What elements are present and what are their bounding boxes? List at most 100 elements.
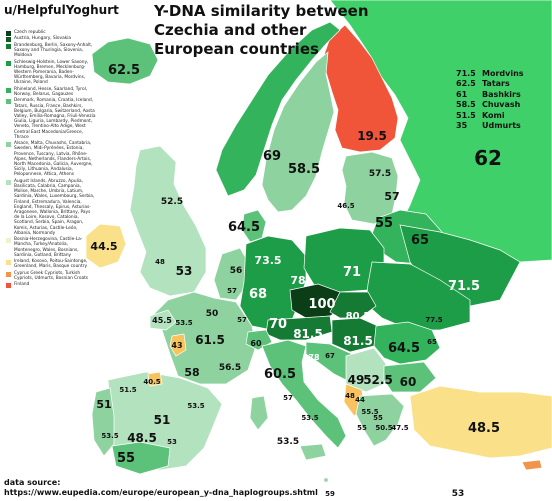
value-scotland: 52.5 xyxy=(161,197,183,207)
value-brittany: 45.5 xyxy=(152,316,172,325)
ethnic-group-value: 51.5 xyxy=(456,110,476,120)
region-romania xyxy=(373,321,441,365)
legend-label: Bosnia-Herzegovina, Castile-La-Mancha, T… xyxy=(14,237,83,258)
region-britain xyxy=(129,145,207,297)
value-slovenia: 78 xyxy=(308,353,320,362)
legend-label: Brandenburg, Berlin, Saxony-Anhalt, Saxo… xyxy=(14,42,93,59)
value-netherlands: 56 xyxy=(230,266,243,276)
value-greece-south: 50.5 xyxy=(375,424,392,432)
ethnic-group-row: 58.5 Chuvash xyxy=(456,100,546,110)
value-austria: 81.5 xyxy=(293,327,323,341)
legend-label: August Islands, Abruzzo, Apulia, Basilic… xyxy=(14,178,95,236)
value-small-2: 55 xyxy=(357,424,367,432)
value-serbia: 52.5 xyxy=(363,373,393,387)
map-title: Y-DNA similarity between Czechia and oth… xyxy=(154,2,369,59)
legend-swatch xyxy=(6,260,11,266)
legend-item: Schleswig-Holstein, Lower Saxony, Hambur… xyxy=(6,60,96,86)
region-norway xyxy=(215,21,341,197)
value-iceland: 62.5 xyxy=(108,63,140,78)
region-ireland xyxy=(85,223,127,269)
legend: Czech republic Austria, Hungary, Slovakia… xyxy=(6,30,96,289)
legend-label: Czech republic xyxy=(14,30,46,35)
region-benelux xyxy=(213,247,249,301)
legend-item: August Islands, Abruzzo, Apulia, Basilic… xyxy=(6,179,96,236)
value-greece-north: 55 xyxy=(373,414,383,422)
ethnic-group-row: 35 Udmurts xyxy=(456,121,546,131)
value-bosnia: 49 xyxy=(348,373,365,387)
ethnic-group-name: Mordvins xyxy=(482,69,524,78)
legend-label: Rhineland, Hesse, Saarland, Tyrol, Norwa… xyxy=(14,86,88,97)
region-baltics xyxy=(341,151,399,225)
ethnic-group-name: Udmurts xyxy=(482,121,521,131)
value-czechia: 100 xyxy=(308,297,335,312)
region-finland xyxy=(323,24,399,153)
value-west-germany: 68 xyxy=(249,287,267,302)
value-loire: 53.5 xyxy=(175,319,192,327)
value-estonia: 57.5 xyxy=(369,169,391,179)
value-basque: 40.5 xyxy=(143,378,160,386)
value-alsace: 57 xyxy=(237,316,247,324)
source-label: data source: xyxy=(4,478,61,487)
value-north-germany: 73.5 xyxy=(254,254,281,267)
ethnic-group-row: 62.5 Tatars xyxy=(456,79,546,89)
legend-label: Schleswig-Holstein, Lower Saxony, Hambur… xyxy=(14,59,89,86)
legend-item: Brandenburg, Berlin, Saxony-Anhalt, Saxo… xyxy=(6,43,96,59)
value-macedonia: 55.5 xyxy=(361,408,378,416)
legend-item: Bosnia-Herzegovina, Castile-La-Mancha, T… xyxy=(6,237,96,258)
value-albania: 48 xyxy=(345,392,355,400)
data-source: data source: https://www.eupedia.com/eur… xyxy=(4,478,318,498)
value-sicily: 53.5 xyxy=(301,414,318,422)
ethnic-group-name: Tatars xyxy=(482,79,510,89)
legend-label: Alsace, Malta, Chuvashs, Cantabria, Swed… xyxy=(14,141,93,178)
ethnic-group-value: 61 xyxy=(456,89,468,99)
legend-swatch xyxy=(6,99,11,105)
region-turkey xyxy=(409,385,552,459)
value-small-1: 46.5 xyxy=(337,202,354,210)
legend-item: Rhineland, Hesse, Saarland, Tyrol, Norwa… xyxy=(6,87,96,97)
ethnic-group-name: Komi xyxy=(482,110,505,120)
value-latvia: 57 xyxy=(384,190,399,203)
source-url: https://www.eupedia.com/europe/european_… xyxy=(4,488,318,497)
title-line-1: Y-DNA similarity between xyxy=(154,2,369,20)
ethnic-group-name: Bashkirs xyxy=(482,89,521,99)
legend-label: Finland xyxy=(14,282,30,288)
value-malta: 59 xyxy=(325,490,335,498)
legend-label: Ireland, Kosovo, Poitou-Saintonge, Green… xyxy=(14,259,88,270)
region-sicily xyxy=(299,443,327,461)
region-sweden xyxy=(261,51,335,213)
legend-swatch xyxy=(6,142,11,148)
legend-swatch xyxy=(6,43,11,49)
region-cyprus xyxy=(521,459,543,471)
value-belarus: 65 xyxy=(411,233,429,248)
legend-label: Austria, Hungary, Slovakia xyxy=(14,36,72,42)
ethnic-group-row: 61 Bashkirs xyxy=(456,90,546,100)
value-aquitaine: 58 xyxy=(184,366,199,379)
legend-label: Denmark, Romania, Croatia, Iceland, Tata… xyxy=(14,98,96,140)
region-basque xyxy=(147,371,163,387)
region-france xyxy=(153,291,257,385)
ethnic-group-name: Chuvash xyxy=(482,100,521,110)
value-small-3: 51 xyxy=(154,413,171,427)
region-greece xyxy=(355,393,405,447)
ethnic-group-value: 62.5 xyxy=(456,79,476,89)
author-credit: u/HelpfulYoghurt xyxy=(4,3,119,17)
legend-item: Austria, Hungary, Slovakia xyxy=(6,36,96,43)
value-switzerland: 60 xyxy=(250,339,262,348)
region-andalusia xyxy=(111,441,171,475)
value-italy-south: 53.5 xyxy=(277,437,299,447)
value-east-germany: 78 xyxy=(290,274,305,287)
ethnic-group-row: 71.5 Mordvins xyxy=(456,69,546,79)
value-bulgaria: 60 xyxy=(400,375,417,389)
value-slovakia: 80.5 xyxy=(346,311,371,322)
value-turkey: 48.5 xyxy=(468,421,500,436)
region-malta xyxy=(323,477,329,483)
value-norway: 69 xyxy=(263,149,281,164)
value-italy-central: 57 xyxy=(283,394,293,402)
region-iceland xyxy=(91,37,159,85)
ethnic-groups-list: 71.5 Mordvins 62.5 Tatars 61 Bashkirs 58.5 Chuv… xyxy=(456,69,546,131)
ethnic-group-value: 71.5 xyxy=(456,69,476,78)
value-spain-north: 51.5 xyxy=(119,386,136,394)
legend-swatch xyxy=(6,87,11,93)
value-provence: 56.5 xyxy=(219,363,241,373)
